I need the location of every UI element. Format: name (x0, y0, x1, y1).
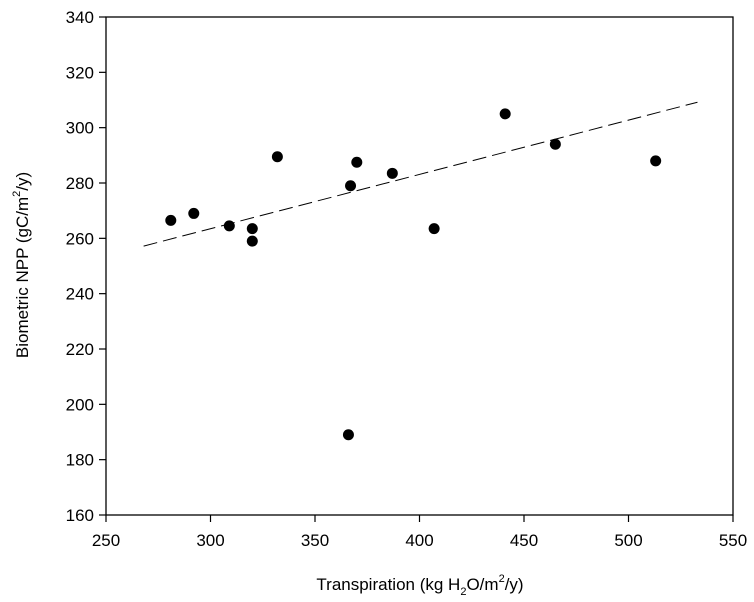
y-tick-label: 220 (66, 340, 94, 359)
data-point (165, 214, 177, 226)
tick-labels: 250 300 350 400 450 500 550 160 180 200 220 240 260 2… (66, 8, 748, 550)
data-point (499, 108, 511, 120)
y-tick-label: 200 (66, 395, 94, 414)
data-point (188, 207, 200, 219)
data-point (246, 223, 258, 235)
x-tick-label: 350 (301, 531, 329, 550)
data-point (549, 138, 561, 150)
y-tick-label: 260 (66, 229, 94, 248)
y-axis-title: Biometric NPP (gC/m2/y) (11, 172, 32, 358)
plot-frame (105, 16, 734, 516)
x-tick-label: 300 (196, 531, 224, 550)
x-tick-label: 500 (614, 531, 642, 550)
data-point (351, 156, 363, 168)
data-point (223, 220, 235, 232)
axes (105, 16, 734, 516)
y-tick-label: 300 (66, 119, 94, 138)
data-point (342, 429, 354, 441)
y-tick-label: 160 (66, 506, 94, 525)
data-point (271, 151, 283, 163)
x-tick-label: 250 (92, 531, 120, 550)
data-points (165, 108, 662, 441)
data-point (386, 167, 398, 179)
data-point (650, 155, 662, 167)
regression-line (143, 101, 698, 247)
x-tick-label: 450 (510, 531, 538, 550)
tick-marks (99, 16, 734, 522)
y-tick-label: 320 (66, 63, 94, 82)
trend-line-layer (143, 101, 698, 247)
x-tick-label: 550 (719, 531, 747, 550)
data-point (246, 235, 258, 247)
x-axis-title: Transpiration (kg H2O/m2/y) (316, 573, 523, 598)
data-point (428, 223, 440, 235)
x-tick-label: 400 (405, 531, 433, 550)
y-tick-label: 340 (66, 8, 94, 27)
y-tick-label: 280 (66, 174, 94, 193)
data-point (345, 180, 357, 192)
y-tick-label: 180 (66, 451, 94, 470)
y-tick-label: 240 (66, 285, 94, 304)
